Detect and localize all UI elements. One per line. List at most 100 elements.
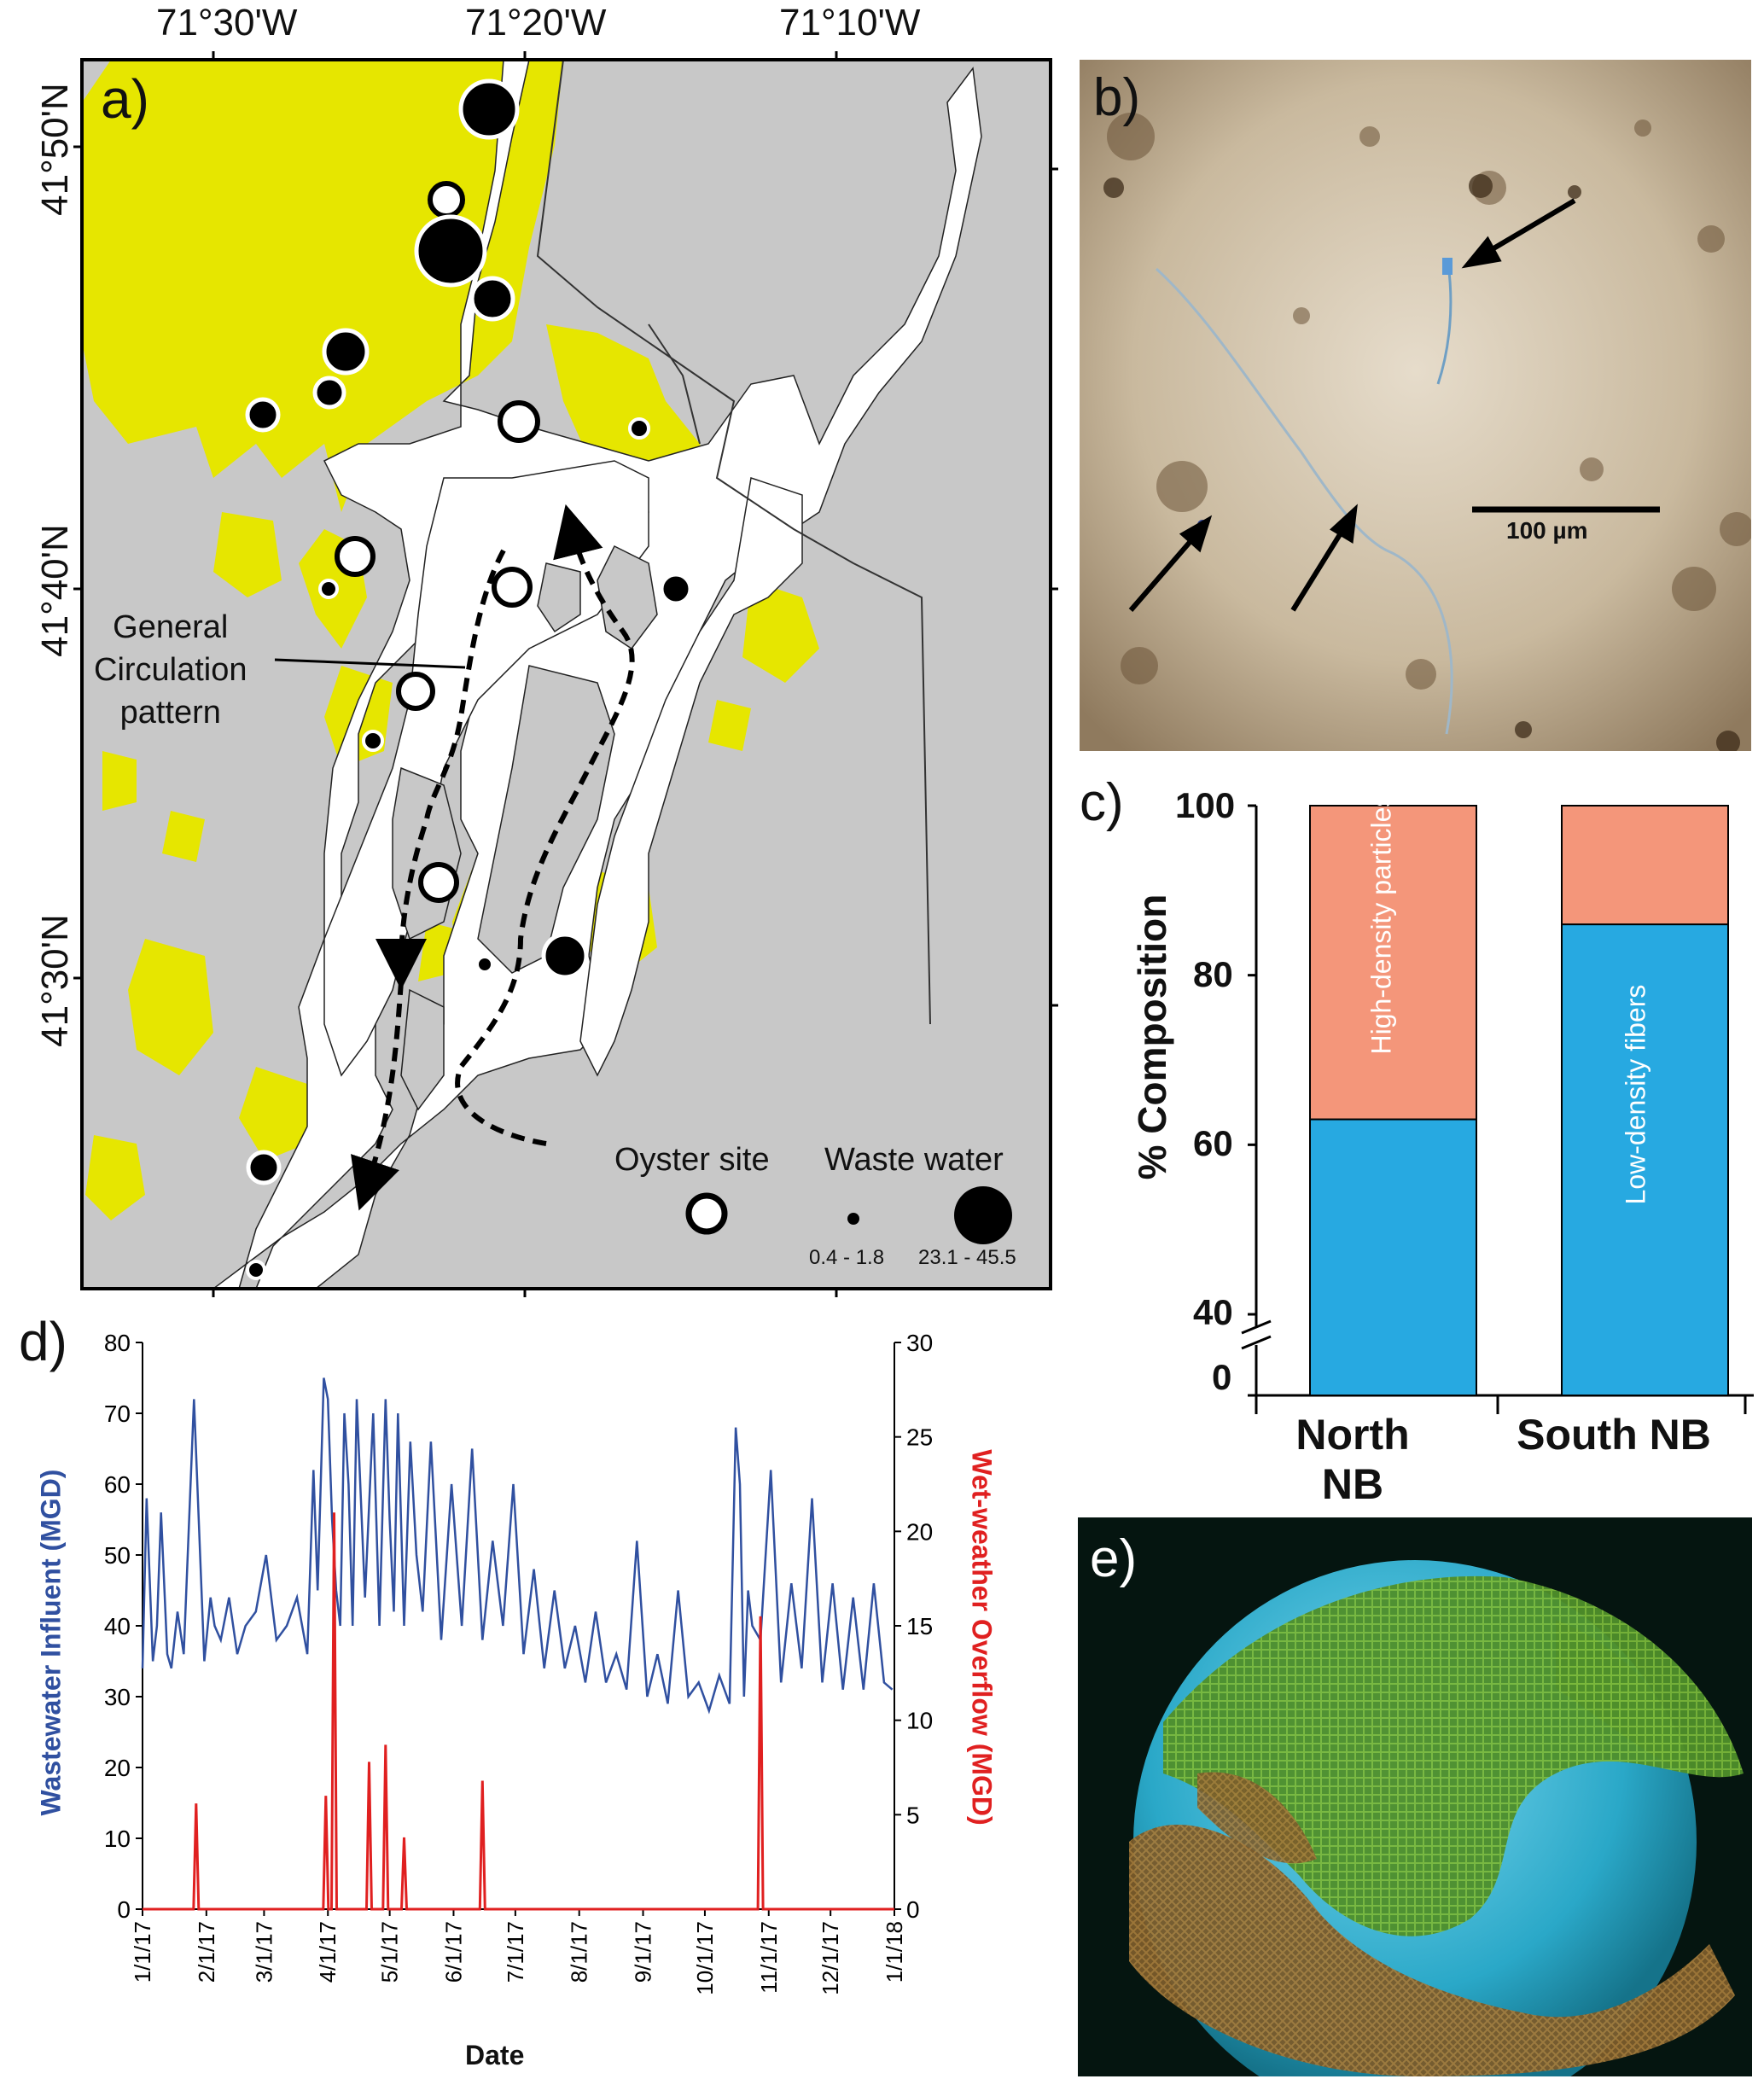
legend-oyster-label: Oyster site xyxy=(614,1142,770,1178)
islands xyxy=(392,544,658,1111)
d-left-tick-label: 40 xyxy=(104,1613,131,1639)
d-xlabel: Date xyxy=(465,2040,525,2070)
oyster-site xyxy=(335,536,376,577)
d-overflow-line xyxy=(143,1512,894,1911)
panel-c-label: c) xyxy=(1080,773,1124,832)
lon-label: 71°20'W xyxy=(465,2,607,44)
c-axis-break xyxy=(1241,1319,1272,1335)
d-left-tick-label: 20 xyxy=(104,1755,131,1781)
waste-water-site xyxy=(458,79,520,140)
annotation-line: Circulation xyxy=(94,652,247,688)
oyster-site xyxy=(396,672,435,711)
boundary-lines xyxy=(536,60,931,1025)
circulation-arrows xyxy=(351,504,635,1211)
c-axis-break xyxy=(1241,1335,1272,1350)
c-bar-low-density xyxy=(1309,1118,1477,1396)
legend-waste-large-symbol xyxy=(954,1186,1012,1244)
d-left-tick-label: 30 xyxy=(104,1684,131,1710)
d-left-tick-label: 70 xyxy=(104,1401,131,1427)
wastewater-chart: 0 10 20 30 40 50 60 70 80 0 5 10 15 20 25 30 1/1/17 2/1/1… xyxy=(104,1330,933,1995)
waste-water-site xyxy=(541,932,589,980)
panel-c: c) % Composition 100 80 60 40 0 North NB… xyxy=(1080,768,1762,1508)
d-x-tick-label: 6/1/17 xyxy=(440,1921,466,1983)
d-x-tick-label: 9/1/17 xyxy=(631,1921,656,1983)
d-x-tick-label: 10/1/17 xyxy=(692,1921,718,1995)
annotation-leader xyxy=(274,658,466,669)
d-x-tick-label: 3/1/17 xyxy=(251,1921,277,1983)
oyster-site xyxy=(428,181,465,218)
map-figure xyxy=(73,51,1058,1297)
d-x-tick-label: 1/1/17 xyxy=(130,1921,155,1983)
d-influent-line xyxy=(141,1377,894,1715)
c-bar-label-high: High-density particles xyxy=(1365,793,1397,1055)
panel-b-label: b) xyxy=(1093,68,1141,127)
c-bar-low-density xyxy=(1561,923,1729,1397)
d-right-tick-label: 15 xyxy=(906,1613,933,1639)
c-ytick: 60 xyxy=(1193,1123,1233,1163)
annotation-line: General xyxy=(113,609,229,645)
panel-a-label: a) xyxy=(101,68,149,130)
c-bar-label-low: Low-density fibers xyxy=(1620,984,1651,1205)
waste-water-site xyxy=(475,955,494,974)
d-x-tick-label: 12/1/17 xyxy=(818,1921,843,1995)
d-left-tick-label: 0 xyxy=(117,1896,131,1923)
c-bar-high-density xyxy=(1561,805,1729,926)
d-ylabel-left: Wastewater Influent (MGD) xyxy=(35,1469,67,1816)
composition-chart xyxy=(1241,804,1754,1414)
oyster-site xyxy=(498,400,540,443)
lat-label: 41°40'N xyxy=(34,524,76,657)
microscope-image xyxy=(1080,60,1751,751)
waste-water-site xyxy=(322,328,370,376)
oyster-site xyxy=(492,567,533,608)
waste-water-site xyxy=(414,214,487,288)
map-frame xyxy=(80,58,1052,1290)
d-x-tick-label: 1/1/18 xyxy=(882,1921,907,1983)
lon-label: 71°10'W xyxy=(779,2,921,44)
waste-water-site xyxy=(245,397,281,433)
d-left-tick-label: 60 xyxy=(104,1471,131,1498)
c-ytick: 40 xyxy=(1193,1292,1233,1332)
d-left-tick-label: 10 xyxy=(104,1826,131,1852)
d-x-tick-label: 7/1/17 xyxy=(503,1921,528,1983)
d-right-tick-label: 30 xyxy=(906,1330,933,1356)
c-category-label: North NB xyxy=(1295,1411,1410,1508)
c-ytick: 100 xyxy=(1175,785,1236,825)
d-x-tick-label: 5/1/17 xyxy=(377,1921,403,1983)
lat-label: 41°50'N xyxy=(34,83,76,216)
d-left-tick-label: 50 xyxy=(104,1542,131,1569)
d-x-tick-label: 2/1/17 xyxy=(194,1921,219,1983)
d-right-tick-label: 25 xyxy=(906,1424,933,1451)
legend-small-range: 0.4 - 1.8 xyxy=(809,1246,885,1269)
c-category-label: South NB xyxy=(1517,1411,1711,1459)
c-ylabel: % Composition xyxy=(1130,894,1174,1180)
waste-water-site xyxy=(659,572,693,606)
lon-label: 71°30'W xyxy=(156,2,298,44)
legend-large-range: 23.1 - 45.5 xyxy=(918,1246,1016,1269)
d-x-tick-label: 8/1/17 xyxy=(567,1921,592,1983)
waste-water-site xyxy=(246,1260,266,1280)
c-bar-high-density xyxy=(1309,805,1477,1121)
d-right-tick-label: 20 xyxy=(906,1518,933,1545)
sem-image xyxy=(1078,1517,1752,2076)
panel-e: e) xyxy=(1078,1517,1752,2076)
panel-d: 0 10 20 30 40 50 60 70 80 0 5 10 15 20 25 30 1/1/17 2/1/1… xyxy=(0,1314,1024,2079)
annotation-line: pattern xyxy=(119,695,221,731)
c-ytick: 80 xyxy=(1193,954,1233,994)
scale-bar-label: 100 µm xyxy=(1506,517,1588,544)
d-left-tick-label: 80 xyxy=(104,1330,131,1356)
panel-b: b) 100 µm xyxy=(1080,60,1751,751)
panel-a: a) 71°30'W 71°20'W 71°10'W 41°50'N 41°40… xyxy=(0,0,1058,1306)
d-x-tick-label: 4/1/17 xyxy=(315,1921,341,1983)
waste-water-site xyxy=(312,376,346,410)
waste-water-site xyxy=(628,417,650,440)
d-x-tick-label: 11/1/17 xyxy=(756,1921,782,1994)
waste-water-site xyxy=(469,276,515,322)
d-ylabel-right: Wet-weather Overflow (MGD) xyxy=(966,1449,998,1826)
waste-water-site xyxy=(246,1150,282,1185)
lat-label: 41°30'N xyxy=(34,914,76,1047)
legend-waste-label: Waste water xyxy=(824,1142,1004,1178)
waste-water-site xyxy=(318,579,339,599)
d-right-tick-label: 5 xyxy=(906,1802,920,1828)
c-ytick: 0 xyxy=(1212,1357,1232,1397)
d-right-tick-label: 10 xyxy=(906,1708,933,1734)
